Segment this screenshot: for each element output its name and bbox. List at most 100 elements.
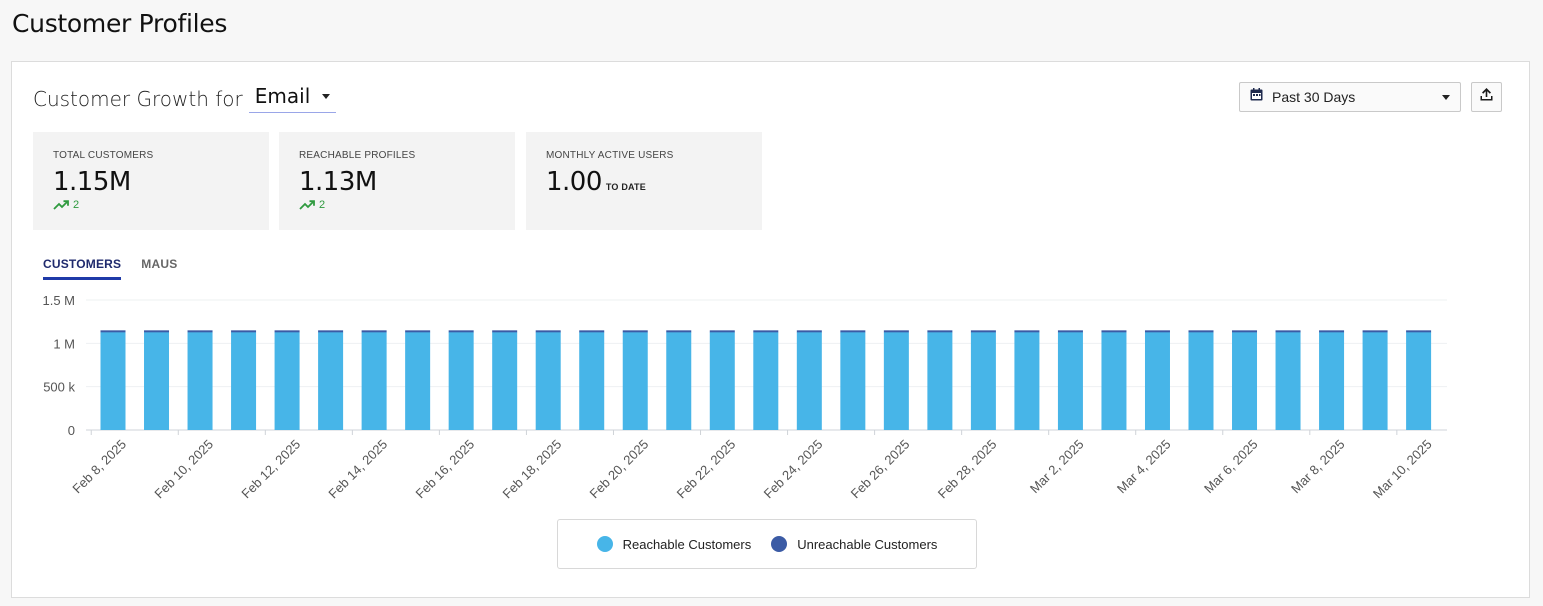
customers-bar-chart: 0 500 k 1 M 1.5 M Feb 8, 2025 Feb 10, 2025 Feb…	[42, 293, 1447, 502]
bar-reachable	[1014, 332, 1040, 430]
bar-unreachable	[1014, 330, 1040, 333]
tab-maus[interactable]: MAUS	[141, 257, 178, 271]
bar-reachable	[883, 332, 909, 430]
bar-reachable	[492, 332, 518, 430]
bar-unreachable	[883, 330, 909, 333]
bar-unreachable	[840, 330, 866, 333]
legend-dot-reachable	[596, 536, 613, 552]
bar-reachable	[318, 332, 344, 430]
bar-reachable	[100, 332, 126, 430]
chart-tabs: CUSTOMERS MAUS	[43, 257, 197, 280]
bar-unreachable	[231, 330, 257, 333]
bar-reachable	[579, 332, 605, 430]
stat-trend-value: 2	[319, 199, 326, 211]
stat-card-total-customers: TOTAL CUSTOMERS 1.15M 2	[33, 132, 269, 230]
growth-header: Customer Growth for Email	[33, 84, 337, 113]
x-tick-label: Mar 6, 2025	[1201, 437, 1261, 497]
bar-unreachable	[1406, 330, 1432, 333]
stat-suffix: TO DATE	[605, 182, 646, 192]
bar-reachable	[535, 332, 561, 430]
bar-unreachable	[1101, 330, 1127, 333]
legend-label: Unreachable Customers	[797, 536, 938, 552]
calendar-icon	[1250, 88, 1263, 106]
x-tick-label: Mar 2, 2025	[1027, 437, 1087, 497]
bar-reachable	[622, 332, 648, 430]
bar-reachable	[927, 332, 953, 430]
bar-unreachable	[187, 330, 213, 333]
bar-reachable	[1101, 332, 1127, 430]
stat-card-monthly-active-users: MONTHLY ACTIVE USERS 1.00 TO DATE	[526, 132, 762, 230]
stat-title: REACHABLE PROFILES	[299, 150, 416, 161]
stat-trend: 2	[53, 199, 249, 211]
stat-value-row: 1.00 TO DATE	[546, 167, 742, 197]
channel-dropdown[interactable]: Email	[248, 84, 337, 113]
legend-dot-unreachable	[771, 536, 788, 552]
trend-up-icon	[299, 200, 315, 210]
x-tick-label: Feb 14, 2025	[325, 437, 390, 502]
bar-reachable	[970, 332, 996, 430]
page-title: Customer Profiles	[12, 9, 228, 38]
stat-value: 1.13M	[299, 167, 377, 197]
bar-unreachable	[1275, 330, 1301, 333]
bar-reachable	[1188, 332, 1214, 430]
x-tick-label: Feb 22, 2025	[674, 437, 739, 502]
y-tick-label: 0	[68, 423, 75, 438]
y-tick-label: 1.5 M	[42, 293, 75, 308]
bar-unreachable	[709, 330, 735, 333]
chevron-down-icon	[322, 93, 331, 99]
legend-item-unreachable[interactable]: Unreachable Customers	[771, 536, 937, 552]
x-tick-label: Mar 4, 2025	[1114, 437, 1174, 497]
stat-card-reachable-profiles: REACHABLE PROFILES 1.13M 2	[279, 132, 515, 230]
bar-unreachable	[492, 330, 518, 333]
export-button[interactable]	[1471, 82, 1502, 112]
bar-unreachable	[100, 330, 126, 333]
bar-reachable	[187, 332, 213, 430]
bar-reachable	[666, 332, 692, 430]
x-tick-label: Feb 8, 2025	[69, 437, 129, 497]
bar-unreachable	[1362, 330, 1388, 333]
bar-unreachable	[579, 330, 605, 333]
channel-value: Email	[254, 84, 311, 108]
bar-reachable	[1275, 332, 1301, 430]
x-tick-label: Feb 12, 2025	[238, 437, 303, 502]
bar-unreachable	[796, 330, 822, 333]
date-range-dropdown[interactable]: Past 30 Days	[1239, 82, 1461, 112]
bar-reachable	[274, 332, 300, 430]
x-tick-label: Feb 28, 2025	[935, 437, 1000, 502]
bar-reachable	[796, 332, 822, 430]
chevron-down-icon	[1442, 94, 1450, 100]
bar-reachable	[1057, 332, 1083, 430]
x-tick-label: Feb 26, 2025	[848, 437, 913, 502]
bar-unreachable	[1319, 330, 1345, 333]
legend-item-reachable[interactable]: Reachable Customers	[596, 536, 751, 552]
bar-reachable	[1319, 332, 1345, 430]
customer-growth-panel: Customer Growth for Email Past 30 Days	[11, 61, 1530, 598]
bar-unreachable	[144, 330, 170, 333]
y-tick-label: 1 M	[53, 336, 75, 351]
bar-unreachable	[448, 330, 474, 333]
bar-reachable	[1232, 332, 1258, 430]
bar-unreachable	[1057, 330, 1083, 333]
x-tick-label: Feb 24, 2025	[761, 437, 826, 502]
bar-reachable	[709, 332, 735, 430]
stat-title: MONTHLY ACTIVE USERS	[546, 150, 674, 161]
chart-legend: Reachable Customers Unreachable Customer…	[557, 519, 977, 569]
bar-unreachable	[622, 330, 648, 333]
bar-unreachable	[927, 330, 953, 333]
stat-trend: 2	[299, 199, 495, 211]
date-range-value: Past 30 Days	[1272, 89, 1356, 105]
bar-unreachable	[1188, 330, 1214, 333]
bar-reachable	[1406, 332, 1432, 430]
bar-reachable	[840, 332, 866, 430]
x-tick-label: Mar 10, 2025	[1370, 437, 1435, 502]
x-tick-label: Feb 16, 2025	[412, 437, 477, 502]
bar-unreachable	[1144, 330, 1170, 333]
tab-customers[interactable]: CUSTOMERS	[43, 257, 122, 280]
bar-reachable	[361, 332, 387, 430]
y-tick-label: 500 k	[43, 380, 75, 395]
stat-value: 1.00	[546, 167, 602, 197]
bar-reachable	[1362, 332, 1388, 430]
bar-unreachable	[405, 330, 431, 333]
bar-unreachable	[753, 330, 779, 333]
bar-unreachable	[666, 330, 692, 333]
